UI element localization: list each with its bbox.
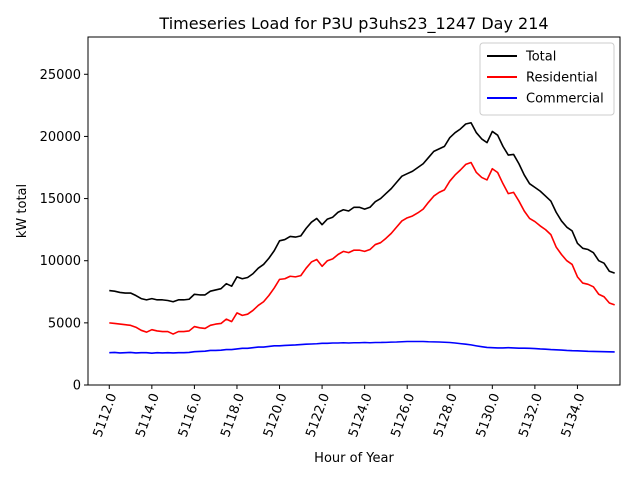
series-line-commercial: [109, 340, 615, 354]
legend-label-commercial: Commercial: [526, 92, 604, 107]
x-axis-label: Hour of Year: [314, 451, 394, 466]
series-line-residential: [109, 161, 615, 335]
axes-frame: [87, 36, 621, 386]
y-tick-label: 25000: [40, 68, 81, 83]
y-axis: 0 5000 10000 15000 20000 25000: [40, 68, 88, 394]
legend: Total Residential Commercial: [479, 42, 615, 116]
chart-title: Timeseries Load for P3U p3uhs23_1247 Day…: [158, 14, 548, 34]
y-tick-label: 15000: [40, 192, 81, 207]
legend-label-total: Total: [525, 50, 556, 65]
y-tick-label: 10000: [40, 254, 81, 269]
y-tick-label: 5000: [48, 316, 81, 331]
series-line-total: [109, 121, 615, 303]
y-tick-label: 20000: [40, 130, 81, 145]
y-axis-label: kW total: [15, 184, 30, 238]
legend-label-residential: Residential: [526, 71, 598, 86]
series-lines: [109, 121, 615, 354]
y-tick-label: 0: [73, 379, 81, 394]
